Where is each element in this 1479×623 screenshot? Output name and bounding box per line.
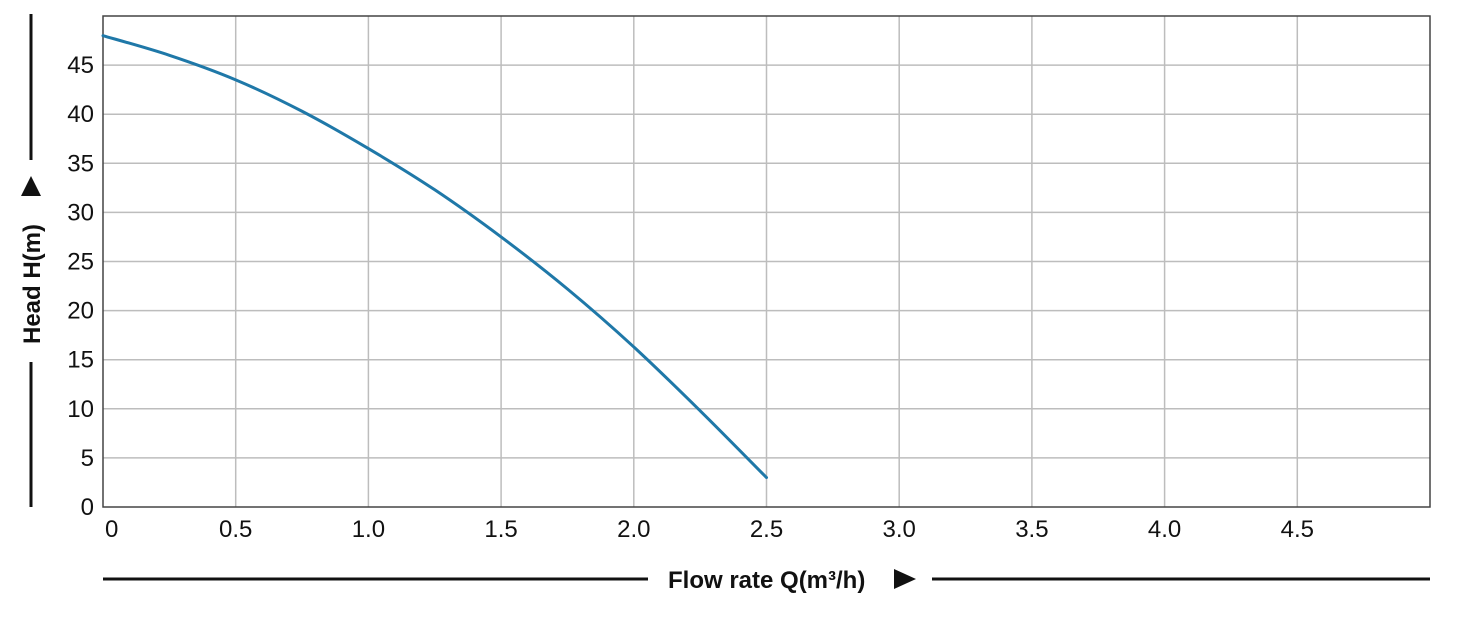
x-tick-labels: 0 0.5 1.0 1.5 2.0 2.5 3.0 3.5 4.0 4.5 (105, 516, 1314, 543)
x-tick-label: 4.5 (1281, 516, 1314, 543)
curve-layer (101, 34, 768, 480)
plot-frame (102, 15, 1431, 508)
x-tick-label: 0.5 (219, 516, 252, 543)
y-tick-label: 35 (67, 150, 94, 177)
grid (103, 16, 1430, 507)
x-axis-arrow-icon (894, 569, 916, 589)
y-tick-label: 25 (67, 249, 94, 276)
x-axis-title: Flow rate Q(m³/h) (668, 567, 865, 594)
x-tick-label: 3.0 (883, 516, 916, 543)
y-tick-label: 20 (67, 298, 94, 325)
series-line (101, 34, 768, 480)
y-tick-label: 0 (81, 494, 94, 521)
y-axis-arrow-icon (21, 176, 41, 196)
y-tick-labels: 0 5 10 15 20 25 30 35 40 45 (67, 52, 94, 521)
x-tick-label: 4.0 (1148, 516, 1181, 543)
y-tick-label: 10 (67, 396, 94, 423)
y-tick-label: 30 (67, 199, 94, 226)
x-tick-label: 1.0 (352, 516, 385, 543)
x-tick-label: 2.5 (750, 516, 783, 543)
x-tick-label: 3.5 (1015, 516, 1048, 543)
y-tick-label: 45 (67, 52, 94, 79)
x-tick-label: 1.5 (484, 516, 517, 543)
x-tick-label: 0 (105, 516, 118, 543)
x-tick-label: 2.0 (617, 516, 650, 543)
y-tick-label: 15 (67, 347, 94, 374)
y-axis-title: Head H(m) (19, 224, 46, 344)
y-tick-label: 40 (67, 101, 94, 128)
y-tick-label: 5 (81, 445, 94, 472)
